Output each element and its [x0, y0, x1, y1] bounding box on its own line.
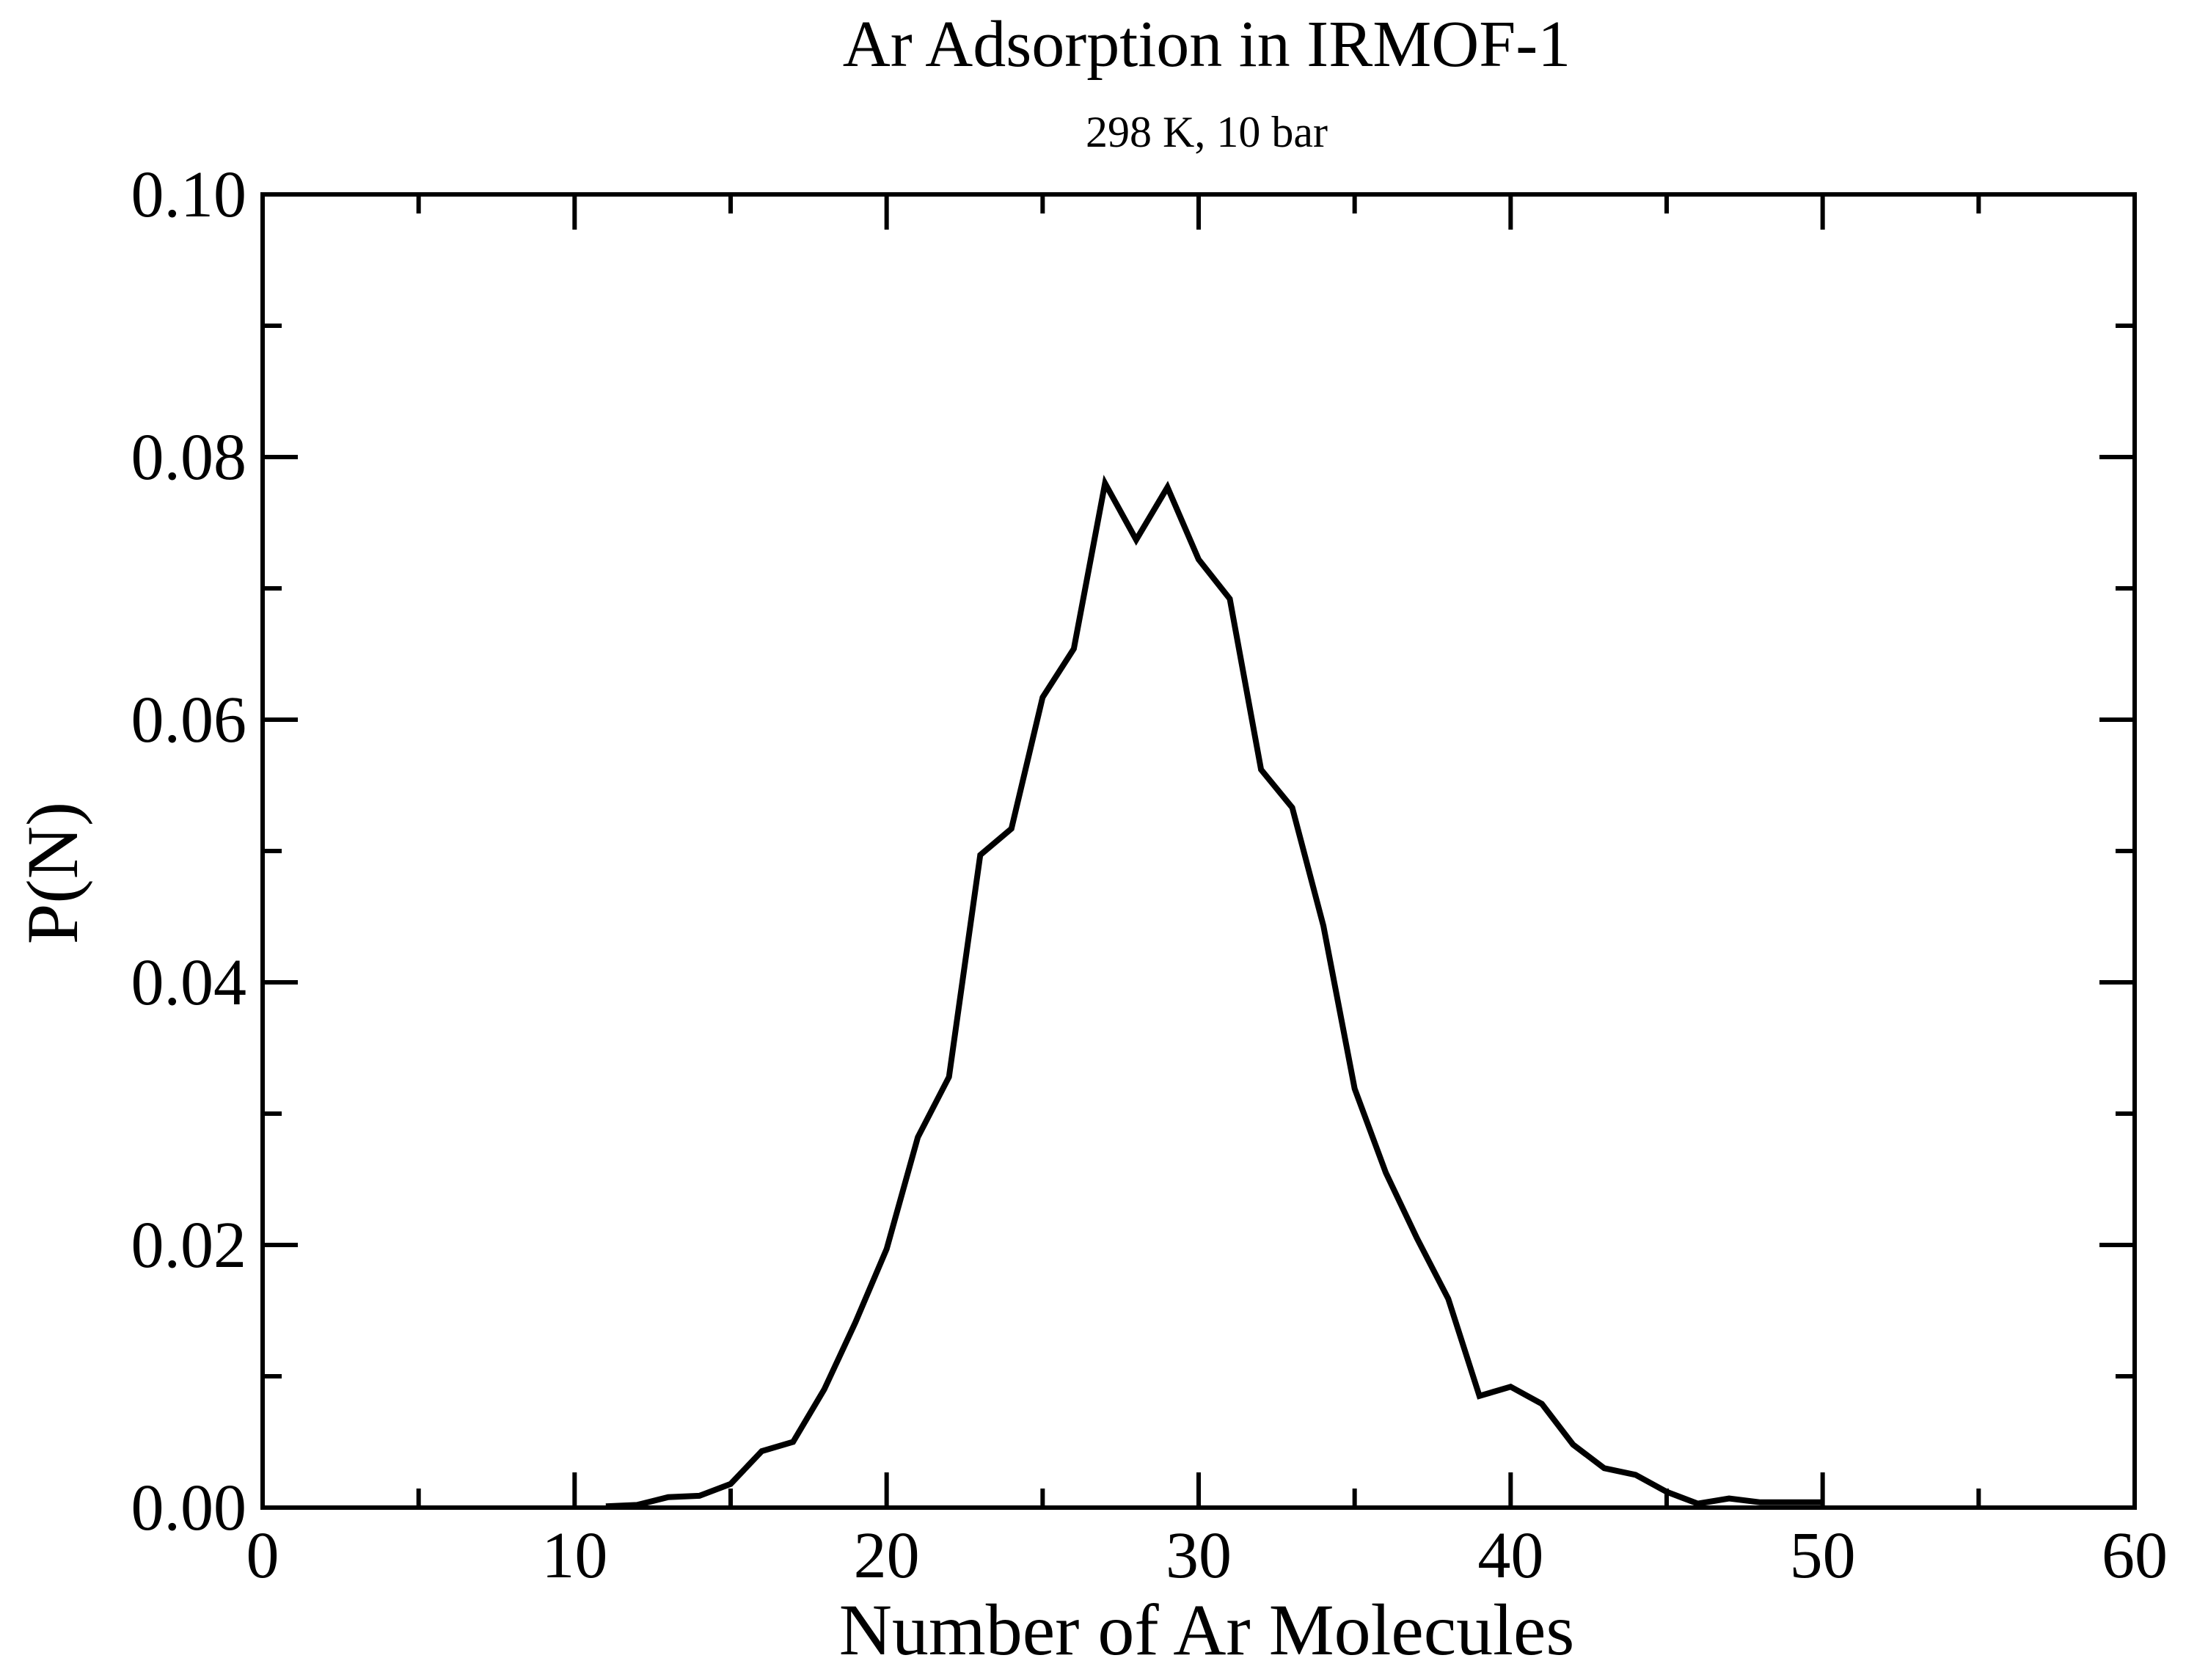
- x-tick-label: 20: [854, 1519, 920, 1592]
- plot-frame: [260, 192, 2137, 1510]
- y-axis-label: P(N): [12, 802, 93, 944]
- series-line: [605, 475, 1823, 1510]
- x-tick-label: 40: [1477, 1519, 1543, 1592]
- ticks: [260, 192, 2137, 1510]
- y-tick-label: 0.00: [131, 1472, 247, 1544]
- x-tick-label: 0: [246, 1519, 279, 1592]
- x-tick-label: 30: [1166, 1519, 1232, 1592]
- x-axis-label: Number of Ar Molecules: [839, 1589, 1575, 1670]
- y-tick-label: 0.04: [131, 946, 247, 1019]
- y-tick-label: 0.02: [131, 1209, 247, 1282]
- y-tick-label: 0.10: [131, 158, 247, 231]
- x-tick-label: 60: [2102, 1519, 2168, 1592]
- series-layer: [605, 475, 1823, 1510]
- y-tick-label: 0.08: [131, 421, 247, 494]
- chart-subtitle: 298 K, 10 bar: [1086, 108, 1328, 156]
- x-tick-label: 10: [541, 1519, 607, 1592]
- chart-title: Ar Adsorption in IRMOF-1: [843, 8, 1571, 81]
- x-tick-label: 50: [1790, 1519, 1856, 1592]
- tick-labels: 0 10 20 30 40 50 60 0.00 0.02 0.04 0.06 0.08 0.10: [131, 158, 2168, 1592]
- y-tick-label: 0.06: [131, 684, 247, 756]
